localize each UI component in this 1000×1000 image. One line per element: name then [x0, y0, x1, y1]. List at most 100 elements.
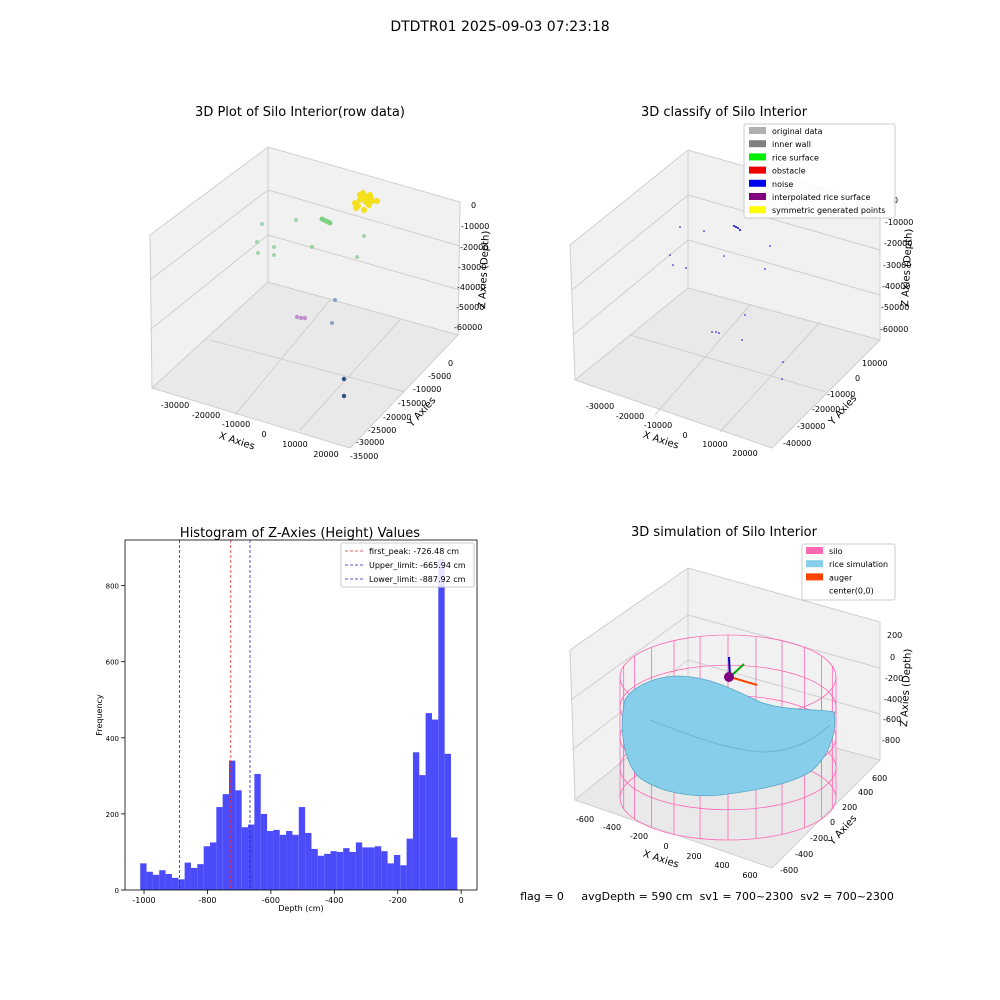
z-tick-label: -200 [885, 674, 903, 683]
data-point [341, 376, 347, 382]
noise-points [669, 225, 784, 380]
z-tick-label: -40000 [457, 283, 485, 292]
chart-title: 3D classify of Silo Interior [641, 105, 808, 120]
y-tick-labels: 10000 0 -10000 -20000 -30000 -40000 [783, 359, 887, 448]
legend-frame [340, 542, 475, 588]
legend-label: center(0,0) [829, 587, 874, 596]
z-tick-label: -20000 [460, 243, 488, 252]
data-point [357, 192, 363, 198]
data-point [781, 378, 783, 380]
y-ticks: 0 200 400 600 800 [106, 583, 125, 895]
y-tick-label: -30000 [356, 438, 384, 447]
grid-line [149, 189, 269, 281]
histogram-bar [146, 871, 153, 890]
x-tick-label: 200 [686, 852, 701, 861]
data-point [327, 220, 333, 226]
histogram-bar [444, 753, 451, 890]
grid-line [570, 614, 689, 701]
histogram-bar [222, 794, 230, 890]
legend: silo rice simulation auger center(0,0) [801, 543, 896, 601]
data-point [361, 207, 367, 213]
plot-frame [124, 539, 478, 891]
x-tick-labels: -600 -400 -200 0 200 400 600 [576, 815, 758, 880]
histogram-bar [362, 847, 369, 890]
data-point [341, 393, 347, 399]
histogram-bar [248, 824, 255, 890]
histogram-bar [406, 838, 413, 890]
z-tick-label: -50000 [881, 303, 909, 312]
y-tick-label: -20000 [812, 405, 840, 414]
grid-line [209, 339, 406, 393]
footer-status: flag = 0 avgDepth = 590 cm sv1 = 700~230… [520, 890, 894, 903]
x-tick-labels: -30000 -20000 -10000 0 10000 20000 [586, 402, 758, 458]
z-tick-label: 0 [893, 196, 898, 205]
histogram-bar [343, 848, 350, 890]
histogram-bar [159, 870, 166, 890]
grid-line [719, 321, 821, 433]
histogram-bar [184, 862, 191, 890]
x-tick-label: 0 [261, 430, 266, 439]
figure-title: DTDTR01 2025-09-03 07:23:18 [390, 19, 609, 35]
data-point [764, 268, 766, 270]
data-point [368, 195, 374, 201]
z-axis-label: Z Axies (Depth) [899, 648, 914, 727]
x-axis-label: X Axies [218, 431, 257, 453]
histogram-bar [235, 790, 242, 890]
data-point [256, 251, 260, 255]
data-point [679, 226, 681, 228]
legend-label: Lower_limit: -887.92 cm [369, 575, 466, 584]
y-tick-label: -10000 [413, 385, 441, 394]
legend-items: original data inner wall rice surface obsta… [749, 127, 885, 215]
legend-label: first_peak: -726.48 cm [369, 547, 459, 556]
z-tick-label: -400 [884, 695, 902, 704]
histogram-bar [336, 851, 344, 890]
data-point [294, 218, 298, 222]
grid-line [267, 189, 461, 247]
x-tick-label: -800 [198, 896, 216, 905]
histogram-bar [229, 760, 236, 890]
legend-swatch [749, 140, 766, 148]
data-point [255, 240, 259, 244]
legend-label: auger [829, 573, 853, 582]
histogram-bar [330, 851, 337, 890]
histogram-bar [178, 879, 185, 890]
data-point [737, 227, 739, 229]
histogram-bar [286, 831, 293, 890]
legend-swatch [749, 153, 766, 161]
grid-line [687, 239, 881, 296]
x-tick-label: -10000 [644, 421, 672, 430]
x-tick-label: 20000 [313, 450, 338, 459]
z-tick-label: 0 [471, 201, 476, 210]
z-tick-label: -30000 [883, 261, 911, 270]
y-tick-label: -25000 [368, 426, 396, 435]
histogram-bar [368, 847, 375, 890]
histogram-bar [355, 842, 363, 890]
legend-label: rice simulation [829, 560, 888, 569]
data-point [355, 255, 359, 259]
legend-label: original data [772, 127, 823, 136]
legend-items: first_peak: -726.48 cm Upper_limit: -665.… [345, 547, 466, 584]
z-tick-label: -800 [882, 736, 900, 745]
legend-label: rice surface [772, 153, 819, 162]
grid-line [687, 614, 881, 669]
histogram-bar [267, 831, 274, 890]
histogram-bar [387, 863, 394, 890]
z-axis-label: Z Axies (Depth) [900, 228, 915, 307]
data-point [669, 254, 671, 256]
data-point [672, 264, 674, 266]
x-axis-label: X Axies [642, 849, 681, 871]
histogram-bar [190, 867, 198, 890]
x-tick-label: -200 [630, 832, 648, 841]
y-tick-label: -20000 [383, 413, 411, 422]
histogram-bar [412, 752, 420, 890]
histogram-bar [317, 855, 325, 890]
x-axis-label: Depth (cm) [278, 904, 323, 913]
y-tick-labels: 0 -5000 -10000 -15000 -20000 -25000 -300… [350, 359, 453, 461]
grid-line [149, 234, 269, 331]
z-tick-labels: 200 0 -200 -400 -600 -800 [882, 631, 903, 745]
z-axis-label: Z Axies (Depth) [477, 230, 492, 309]
histogram-bar [381, 851, 388, 890]
data-point [362, 234, 366, 238]
x-tick-label: 0 [663, 842, 668, 851]
data-point [302, 315, 308, 321]
